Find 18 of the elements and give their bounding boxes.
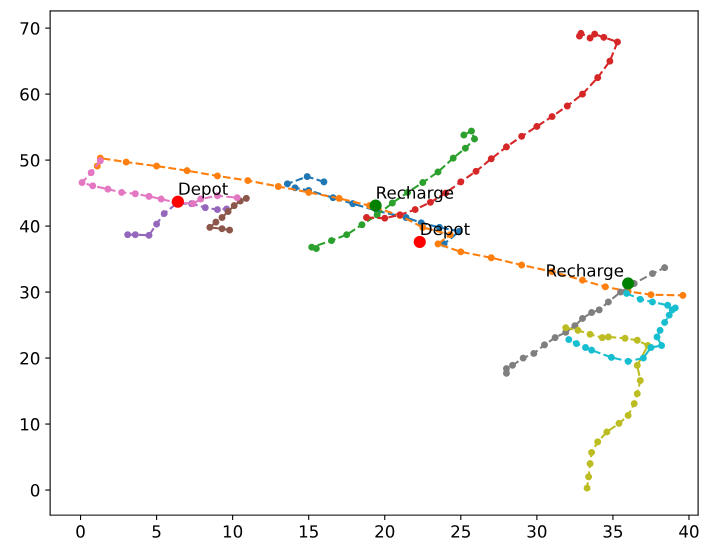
x-tick-label: 20	[375, 525, 394, 538]
y-tick-label: 10	[21, 418, 40, 431]
y-tick-label: 50	[20, 154, 40, 167]
x-tick-label: 30	[528, 525, 546, 538]
y-tick-label: 60	[20, 88, 40, 101]
y-tick-label: 70	[20, 22, 40, 35]
y-tick-label: 40	[20, 220, 40, 233]
x-tick-label: 5	[152, 525, 160, 538]
x-tick-label: 25	[451, 525, 470, 538]
x-tick-label: 10	[224, 525, 242, 538]
x-tick-label: 15	[300, 525, 318, 538]
y-tick-label: 0	[30, 484, 40, 497]
x-tick-label: 0	[76, 525, 85, 538]
annotation: Depot	[180, 182, 228, 198]
y-tick-label: 20	[20, 352, 40, 365]
x-tick-label: 35	[604, 525, 622, 538]
y-tick-label: 30	[20, 286, 40, 299]
x-tick-label: 40	[679, 525, 698, 538]
